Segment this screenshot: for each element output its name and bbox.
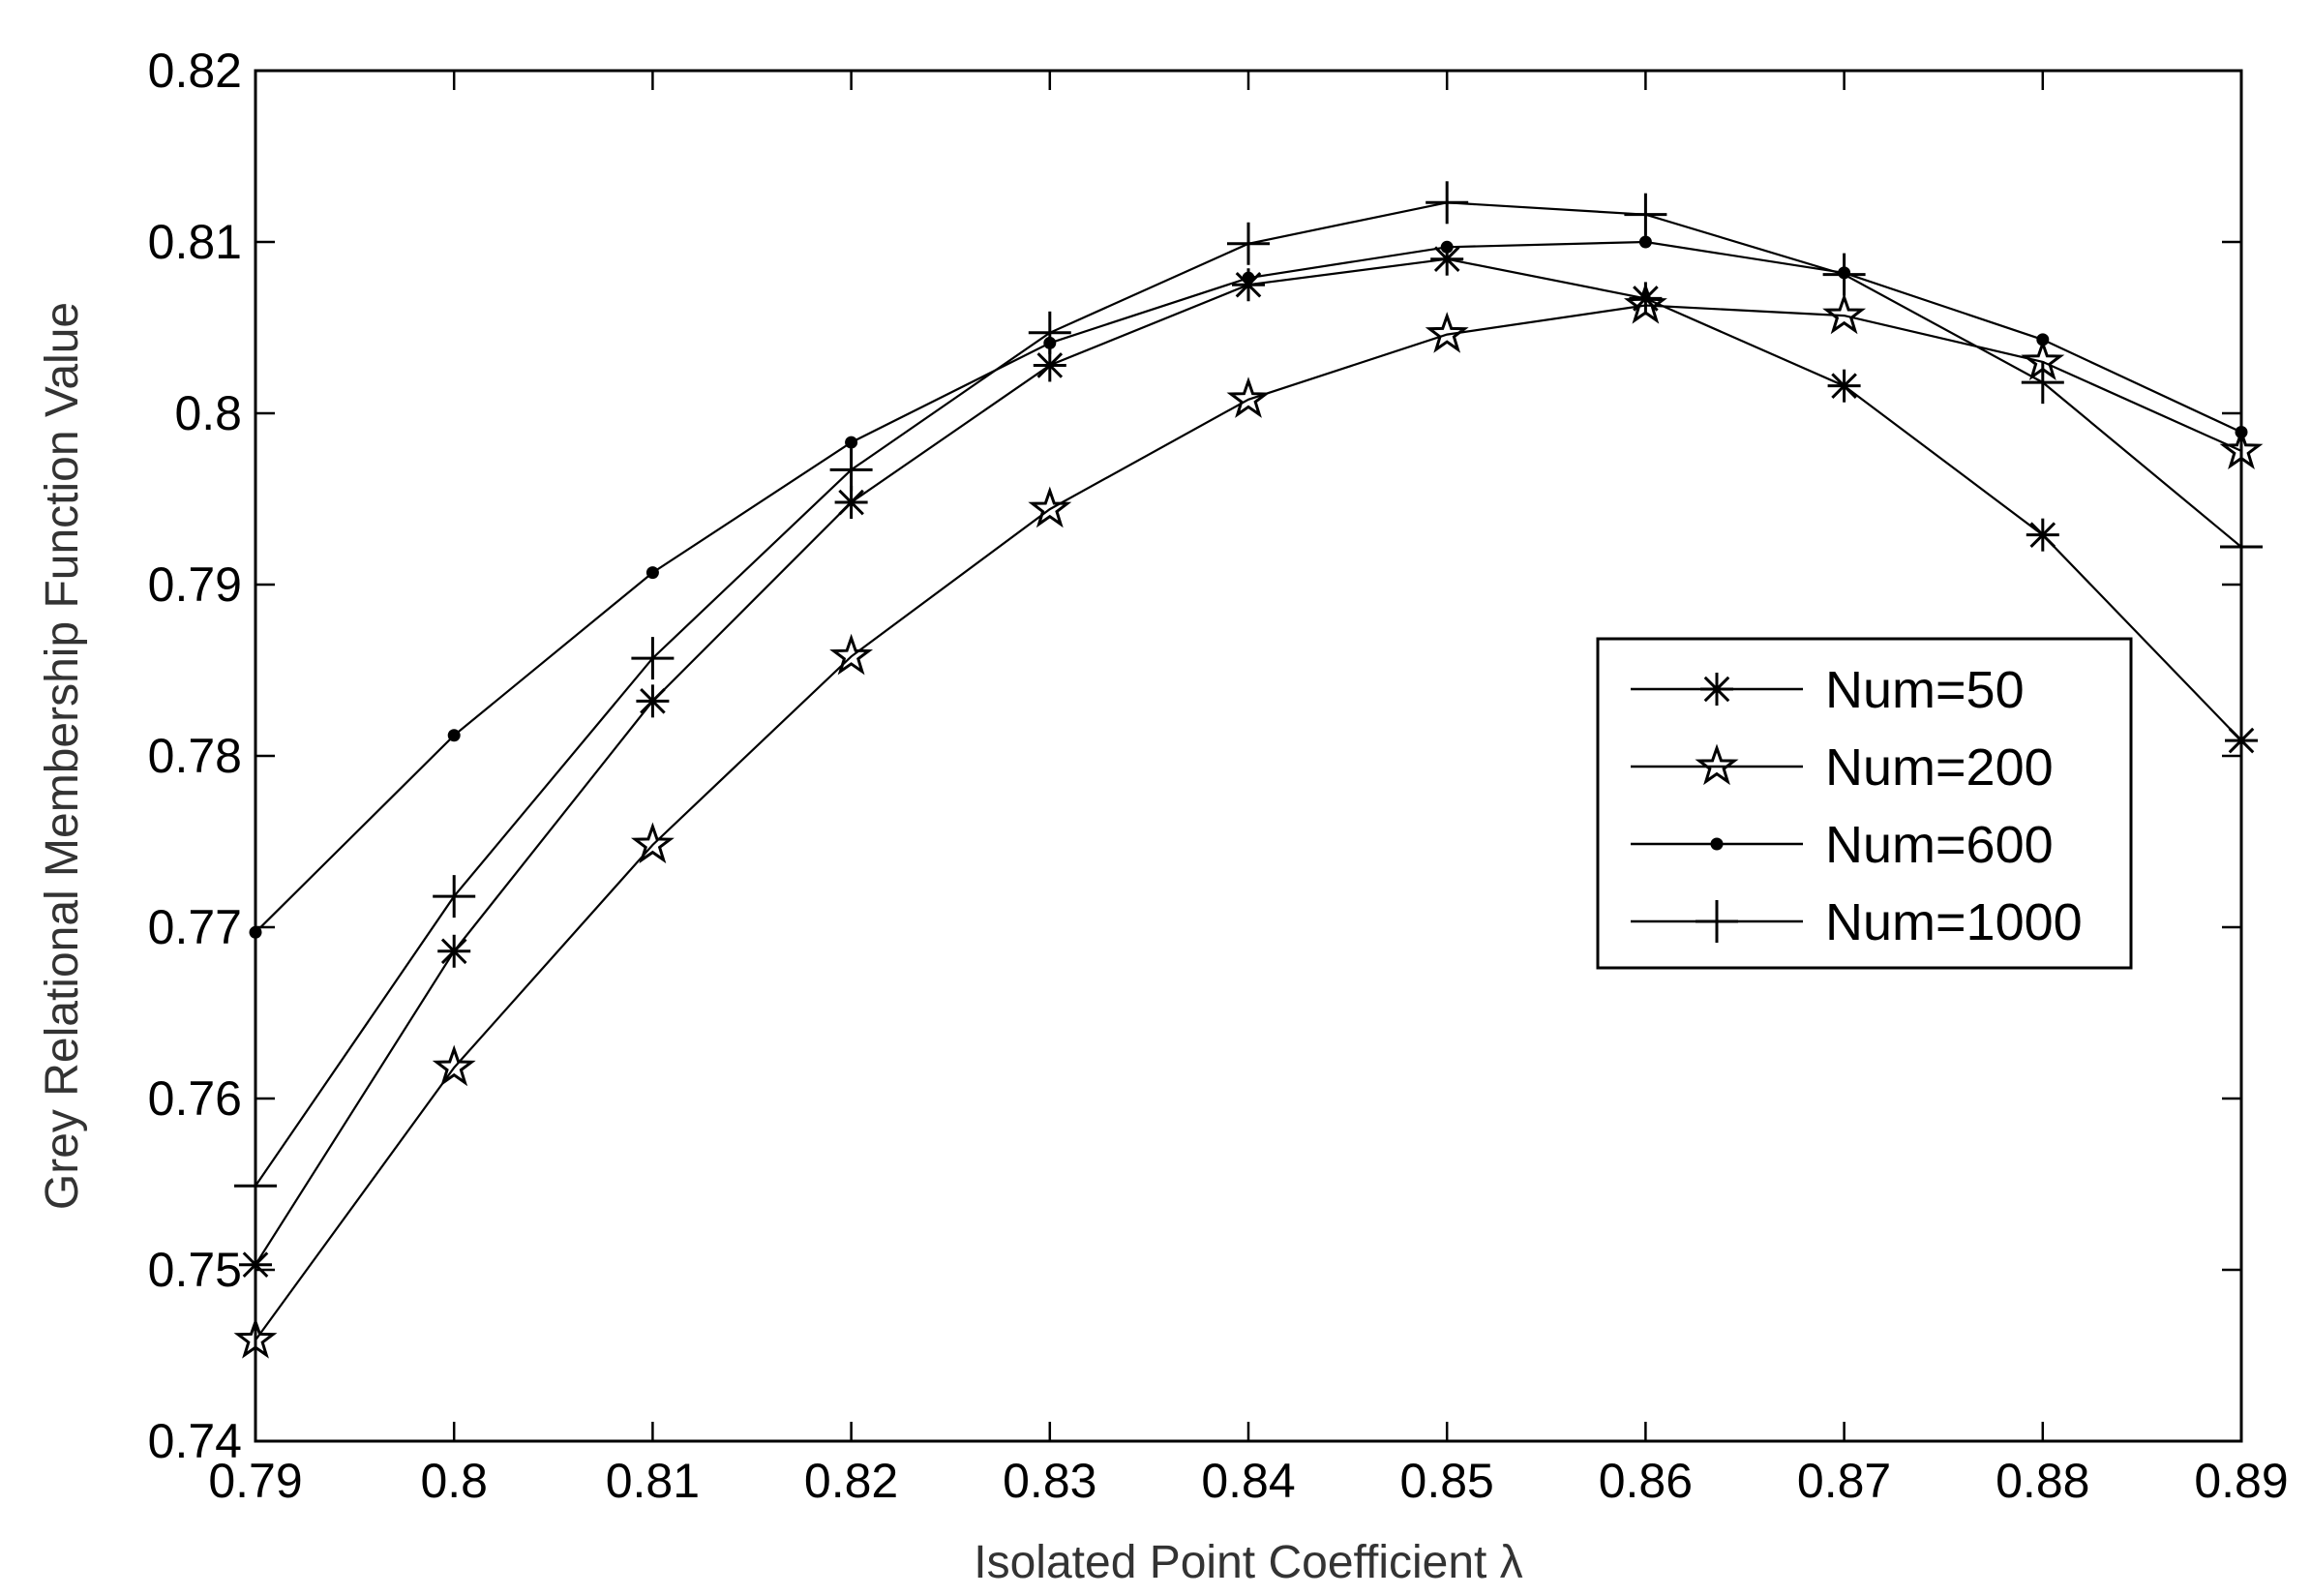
legend-label: Num=600 [1825,816,2054,874]
legend-entry: Num=600 [1631,816,2054,874]
y-tick-label: 0.82 [148,44,242,98]
legend-label: Num=1000 [1825,893,2083,951]
y-tick-label: 0.8 [174,386,242,440]
y-tick-label: 0.81 [148,215,242,269]
data-point [1638,235,1652,249]
data-point [2220,526,2263,569]
data-point [631,637,675,680]
data-point [1822,253,1866,296]
x-tick-label: 0.83 [1003,1454,1096,1508]
legend-entry: Num=50 [1631,661,2025,719]
data-point [1227,222,1270,265]
data-point [2021,361,2064,405]
y-tick-label: 0.75 [148,1243,242,1297]
data-point [1624,193,1667,236]
data-point [2026,518,2059,552]
x-tick-label: 0.81 [606,1454,700,1508]
data-point [2235,425,2248,438]
data-point [645,566,659,580]
y-tick-label: 0.78 [148,729,242,783]
legend-marker [1696,900,1738,943]
y-tick-label: 0.77 [148,900,242,954]
series-line [255,304,2242,1341]
data-point [845,436,858,449]
legend-marker [1710,837,1724,851]
x-tick-label: 0.88 [1996,1454,2089,1508]
data-point [1425,312,1469,353]
x-tick-label: 0.87 [1797,1454,1891,1508]
data-point [1623,282,1667,324]
legend-box [1596,637,2133,970]
legend: Num=50 Num=200 Num=600 Num=1000 [1596,637,2133,970]
data-point [437,934,471,968]
x-tick-label: 0.89 [2194,1454,2288,1508]
x-tick-label: 0.8 [420,1454,488,1508]
data-point [1822,292,1867,335]
legend-entry: Num=200 [1631,738,2054,797]
axis-ticks: 0.79 0.8 0.81 0.82 0.83 0.84 0.85 0.86 0.87 0.88 0… [148,44,2289,1508]
legend-marker [1695,743,1739,786]
data-point [829,633,874,676]
data-point [1226,376,1271,418]
y-tick-label: 0.74 [148,1414,242,1468]
series-Num=50 [239,242,2258,1281]
data-point [233,1317,278,1359]
data-point [249,925,262,939]
x-tick-label: 0.82 [804,1454,898,1508]
data-point [1426,181,1469,225]
x-axis-title: Isolated Point Coefficient λ [974,1537,1522,1588]
data-point [1028,311,1071,354]
data-point [433,875,476,918]
data-point [1242,271,1255,285]
data-point [234,1164,277,1208]
data-point [1028,486,1072,528]
y-tick-label: 0.76 [148,1071,242,1126]
y-axis-title: Grey Relational Membership Function Valu… [37,302,88,1210]
x-tick-label: 0.79 [208,1454,302,1508]
series-Num=1000 [234,181,2263,1208]
x-tick-label: 0.86 [1599,1454,1693,1508]
x-tick-label: 0.84 [1201,1454,1295,1508]
legend-label: Num=200 [1825,738,2054,797]
data-point [2219,428,2264,470]
data-point [2225,724,2258,758]
data-point [239,1248,272,1281]
legend-entry: Num=1000 [1631,893,2083,951]
legend-label: Num=50 [1825,661,2025,719]
data-point [1440,240,1454,254]
data-point [636,684,670,718]
data-point [829,448,873,492]
y-tick-label: 0.79 [148,557,242,612]
data-point [1033,348,1066,382]
data-point [447,729,461,742]
data-point [834,486,868,520]
data-point [630,822,675,864]
series-layer [233,181,2264,1359]
data-point [2036,333,2050,346]
data-point [1827,369,1861,403]
data-point [432,1044,476,1087]
legend-marker [1700,673,1733,706]
x-tick-label: 0.85 [1400,1454,1494,1508]
series-Num=200 [233,282,2264,1359]
